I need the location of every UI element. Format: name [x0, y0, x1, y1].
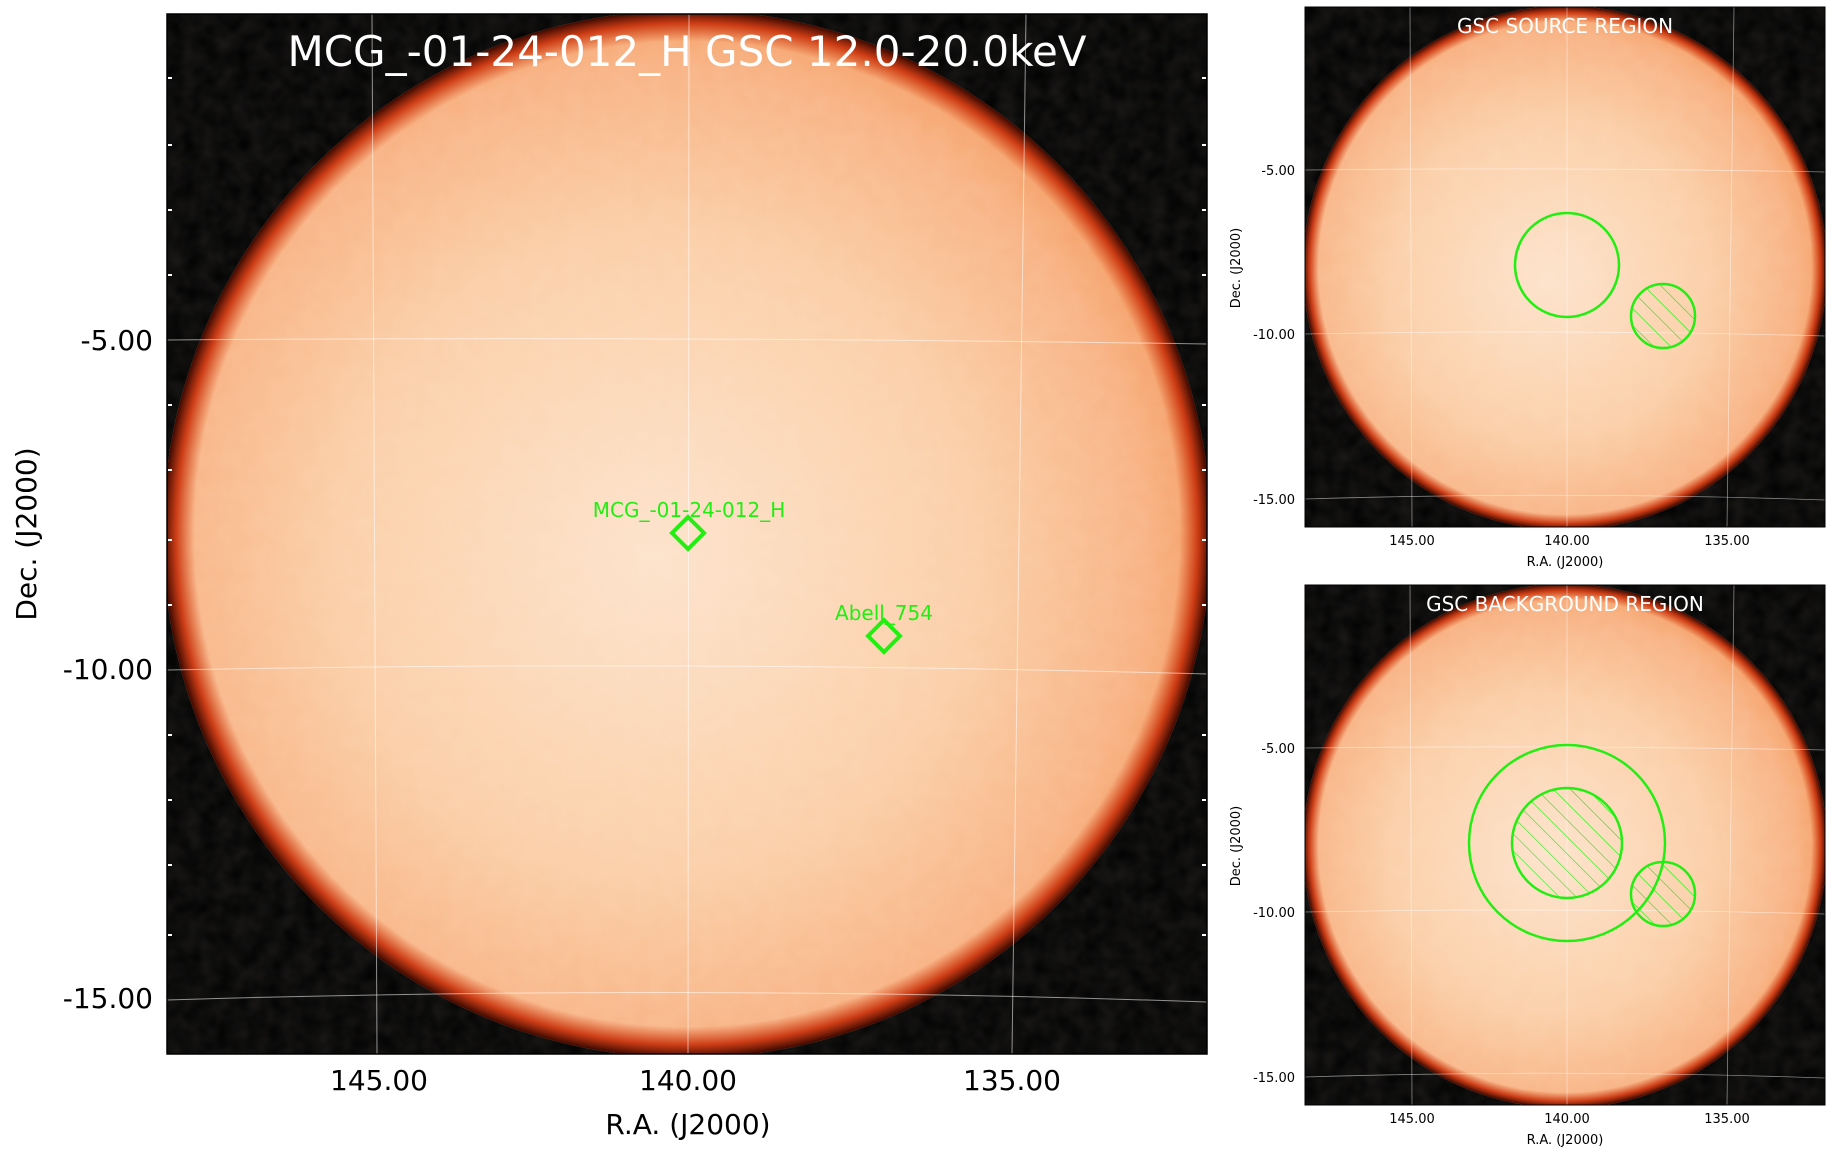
background-tick-labels: -5.00 -10.00 -15.00 145.00 140.00 135.00: [1253, 742, 1750, 1127]
main-grid-dec-m10: [167, 665, 1207, 675]
source-xtick-2: 135.00: [1704, 534, 1750, 549]
source-ytick-2: -15.00: [1253, 493, 1295, 508]
source-label-mcg: MCG_-01-24-012_H: [593, 498, 785, 522]
main-ylabel: Dec. (J2000): [10, 447, 43, 620]
source-xlabel: R.A. (J2000): [1527, 555, 1604, 570]
source-ylabel: Dec. (J2000): [1229, 228, 1244, 308]
background-frame: [1304, 584, 1826, 1106]
main-minor-ticks: [168, 77, 1206, 936]
source-disk-limb: [1305, 7, 1825, 527]
main-grid: [167, 14, 1207, 1054]
source-grid: [1305, 7, 1825, 527]
source-label-abell: Abell_754: [835, 601, 933, 625]
main-grid-dec-m15: [167, 991, 1207, 1003]
source-xtick-1: 140.00: [1544, 534, 1590, 549]
source-marker-abell[interactable]: [865, 617, 903, 655]
main-ytick-1: -10.00: [63, 653, 153, 686]
main-tick-labels: -5.00 -10.00 -15.00 145.00 140.00 135.00: [63, 324, 1061, 1097]
source-xtick-0: 145.00: [1389, 534, 1435, 549]
source-panel-title: GSC SOURCE REGION: [1457, 14, 1673, 38]
background-region-panel: GSC BACKGROUND REGION -5.00 -10.00 -15.0…: [1229, 584, 1826, 1148]
main-disk-limb: [167, 14, 1207, 1054]
main-xtick-1: 140.00: [639, 1064, 737, 1097]
background-ytick-0: -5.00: [1261, 742, 1295, 757]
main-ytick-0: -5.00: [81, 324, 153, 357]
background-grid: [1305, 585, 1825, 1105]
background-xtick-2: 135.00: [1704, 1112, 1750, 1127]
main-xtick-2: 135.00: [963, 1064, 1061, 1097]
background-image: GSC BACKGROUND REGION: [1305, 585, 1825, 1105]
background-ytick-1: -10.00: [1253, 906, 1295, 921]
main-ytick-2: -15.00: [63, 982, 153, 1015]
main-grid-ra-135: [1011, 14, 1027, 1054]
main-image: MCG_-01-24-012_H Abell_754 MCG_-01-24-01…: [167, 14, 1207, 1054]
main-source-markers: MCG_-01-24-012_H Abell_754: [593, 498, 933, 655]
main-xtick-0: 145.00: [330, 1064, 428, 1097]
background-ytick-2: -15.00: [1253, 1071, 1295, 1086]
source-ytick-1: -10.00: [1253, 328, 1295, 343]
main-grid-ra-140: [687, 14, 690, 1054]
main-xlabel: R.A. (J2000): [605, 1108, 770, 1141]
main-grid-ra-145: [371, 14, 378, 1054]
source-tick-labels: -5.00 -10.00 -15.00 145.00 140.00 135.00: [1253, 164, 1750, 549]
background-inner-exclusion-circle[interactable]: [1510, 786, 1624, 900]
background-xlabel: R.A. (J2000): [1527, 1133, 1604, 1148]
main-grid-dec-m5: [167, 338, 1207, 345]
background-panel-title: GSC BACKGROUND REGION: [1426, 592, 1704, 616]
main-title: MCG_-01-24-012_H GSC 12.0-20.0keV: [287, 27, 1086, 76]
background-xtick-0: 145.00: [1389, 1112, 1435, 1127]
source-frame: [1304, 6, 1826, 528]
source-image: GSC SOURCE REGION: [1305, 7, 1825, 527]
background-exclusion-circle[interactable]: [1629, 860, 1697, 928]
source-region-panel: GSC SOURCE REGION -5.00 -10.00 -15.00 14…: [1229, 6, 1826, 570]
source-region-circle[interactable]: [1513, 211, 1621, 319]
source-exclusion-circle[interactable]: [1629, 282, 1697, 350]
main-panel: MCG_-01-24-012_H Abell_754 MCG_-01-24-01…: [10, 13, 1208, 1141]
source-ytick-0: -5.00: [1261, 164, 1295, 179]
background-xtick-1: 140.00: [1544, 1112, 1590, 1127]
main-frame: [166, 13, 1208, 1055]
source-marker-mcg[interactable]: [669, 514, 707, 552]
background-ylabel: Dec. (J2000): [1229, 806, 1244, 886]
background-outer-circle[interactable]: [1467, 743, 1667, 943]
